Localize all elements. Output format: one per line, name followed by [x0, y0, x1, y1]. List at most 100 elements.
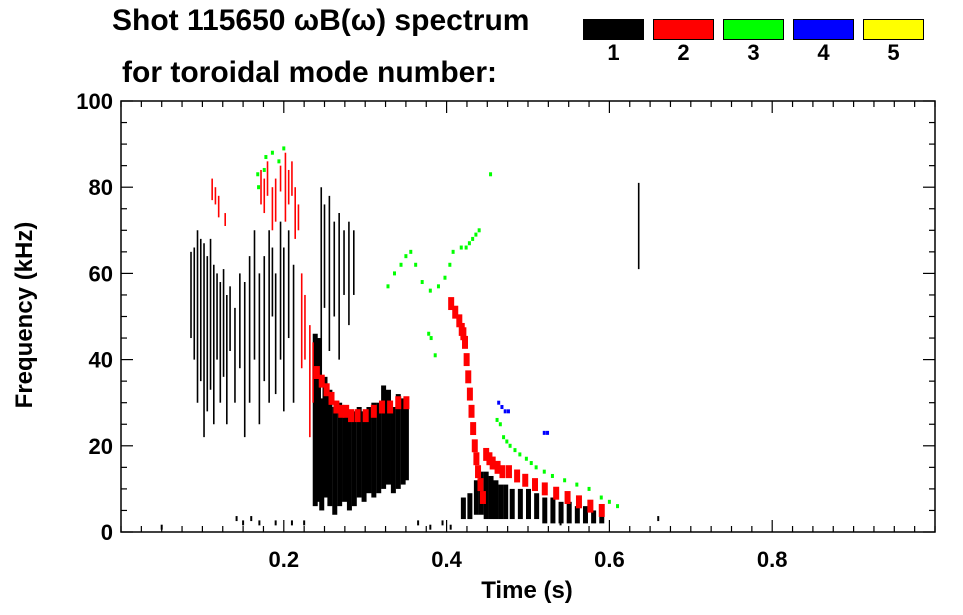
mode-3-mark-6-15 — [436, 284, 440, 289]
mode-3-mark-6-31 — [502, 435, 506, 440]
mode-1-mark-1-10 — [356, 407, 362, 498]
mode-1-mark-3-10 — [441, 520, 444, 526]
mode-1-mark-2-0 — [460, 497, 466, 520]
mode-4-mark-7-1 — [500, 405, 504, 410]
mode-1-mark-1-18 — [395, 394, 401, 489]
mode-1-mark-2-2 — [473, 480, 479, 515]
mode-3-mark-6-29 — [495, 417, 499, 422]
mode-2-mark-5-4 — [333, 400, 340, 414]
x-tick-label-0: 0.2 — [269, 547, 300, 572]
y-tick-label-4: 80 — [89, 175, 113, 200]
mode-2-mark-5-33 — [489, 456, 496, 470]
mode-2-mark-5-43 — [575, 495, 582, 509]
mode-1-mark-1-16 — [385, 389, 391, 485]
mode-2-mark-5-28 — [475, 465, 482, 479]
mode-3-mark-6-6 — [256, 172, 260, 177]
mode-2-mark-5-30 — [479, 491, 486, 504]
mode-3-mark-6-37 — [529, 461, 533, 466]
mode-1-mark-3-7 — [303, 520, 306, 526]
mode-3-mark-6-11 — [409, 249, 413, 254]
x-tick-label-1: 0.4 — [431, 547, 462, 572]
legend-label-4: 4 — [817, 40, 830, 65]
mode-1-mark-2-5 — [488, 475, 494, 520]
mode-3-mark-6-43 — [587, 486, 591, 491]
y-axis-label: Frequency (kHz) — [11, 222, 38, 409]
mode-2-mark-5-42 — [564, 491, 571, 504]
mode-1-mark-1-6 — [337, 402, 343, 507]
mode-2-mark-5-26 — [471, 439, 478, 453]
mode-1-mark-2-11 — [526, 488, 531, 520]
mode-2-mark-5-24 — [468, 404, 475, 418]
mode-4-mark-7-2 — [503, 409, 507, 414]
mode-3-mark-6-22 — [471, 236, 475, 241]
axes: 0 20 40 60 80 100 0.2 0.4 0.6 0.8 — [76, 89, 936, 572]
mode-2-mark-5-29 — [477, 478, 484, 492]
mode-2-mark-5-21 — [463, 353, 470, 367]
mode-1-mark-1-3 — [322, 376, 328, 498]
mode-1-mark-2-16 — [566, 501, 572, 524]
legend-label-3: 3 — [747, 40, 760, 65]
mode-3-mark-6-21 — [467, 241, 471, 246]
mode-3-mark-6-44 — [599, 495, 603, 500]
y-tick-label-1: 20 — [89, 434, 113, 459]
mode-3-mark-6-42 — [575, 482, 579, 487]
mode-3-mark-6-33 — [508, 443, 512, 448]
mode-2-mark-5-5 — [338, 404, 345, 418]
mode-1-mark-1-14 — [376, 402, 382, 494]
mode-1-mark-1-12 — [366, 407, 372, 494]
mode-3-mark-6-46 — [616, 504, 620, 509]
mode-3-mark-6-3 — [282, 146, 286, 151]
mode-2-mark-5-2 — [323, 383, 330, 397]
mode-1-mark-2-9 — [509, 488, 515, 520]
mode-3-mark-6-13 — [420, 280, 424, 285]
mode-1-mark-3-2 — [242, 520, 245, 526]
chart-title-line1: Shot 115650 ωB(ω) spectrum — [112, 4, 530, 37]
mode-1-mark-1-17 — [390, 407, 396, 494]
x-tick-label-3: 0.8 — [757, 547, 788, 572]
mode-3-mark-6-26 — [427, 331, 431, 336]
legend-swatch-4 — [793, 19, 854, 40]
mode-3-mark-6-4 — [262, 167, 266, 172]
mode-2-mark-5-35 — [499, 465, 506, 479]
mode-3-mark-6-10 — [404, 254, 408, 259]
mode-1-mark-1-11 — [361, 411, 367, 502]
data-marks — [160, 146, 660, 530]
mode-1-mark-3-5 — [274, 520, 277, 526]
y-tick-label-3: 60 — [89, 261, 113, 286]
mode-1-mark-2-18 — [582, 506, 588, 524]
mode-2-mark-5-31 — [483, 447, 490, 461]
mode-1-mark-1-13 — [371, 402, 377, 498]
mode-2-mark-5-7 — [348, 409, 355, 423]
mode-1-mark-1-0 — [312, 333, 318, 507]
legend-swatch-2 — [653, 19, 714, 40]
mode-4-mark-7-0 — [497, 400, 501, 405]
legend-swatch-3 — [723, 19, 784, 40]
mode-1-mark-3-13 — [657, 516, 660, 522]
mode-1-mark-3-1 — [235, 516, 238, 522]
mode-3-mark-6-28 — [433, 353, 437, 358]
legend-label-1: 1 — [607, 40, 620, 65]
mode-3-mark-6-45 — [607, 499, 611, 504]
mode-3-mark-6-18 — [451, 249, 455, 254]
mode-2-mark-5-38 — [522, 473, 529, 487]
y-tick-label-0: 0 — [101, 520, 113, 545]
mode-1-mark-2-8 — [503, 484, 509, 520]
x-tick-label-2: 0.6 — [594, 547, 625, 572]
mode-1-mark-1-9 — [351, 411, 357, 507]
mode-3-mark-6-14 — [428, 288, 432, 293]
mode-3-mark-6-24 — [477, 228, 481, 233]
mode-2-mark-5-9 — [362, 409, 369, 423]
mode-3-mark-6-17 — [448, 262, 452, 267]
mode-1-mark-3-4 — [258, 520, 261, 526]
y-tick-label-5: 100 — [76, 89, 113, 114]
mode-1-mark-2-12 — [534, 493, 540, 520]
mode-2-mark-5-6 — [343, 404, 350, 418]
mode-1-mark-1-20 — [403, 402, 409, 481]
mode-2-mark-5-16 — [452, 305, 459, 319]
mode-2-mark-5-36 — [505, 465, 512, 479]
mode-2-mark-5-8 — [354, 409, 361, 423]
mode-3-mark-6-34 — [513, 448, 517, 453]
plot-frame — [120, 100, 936, 533]
mode-2-mark-5-45 — [598, 503, 605, 517]
